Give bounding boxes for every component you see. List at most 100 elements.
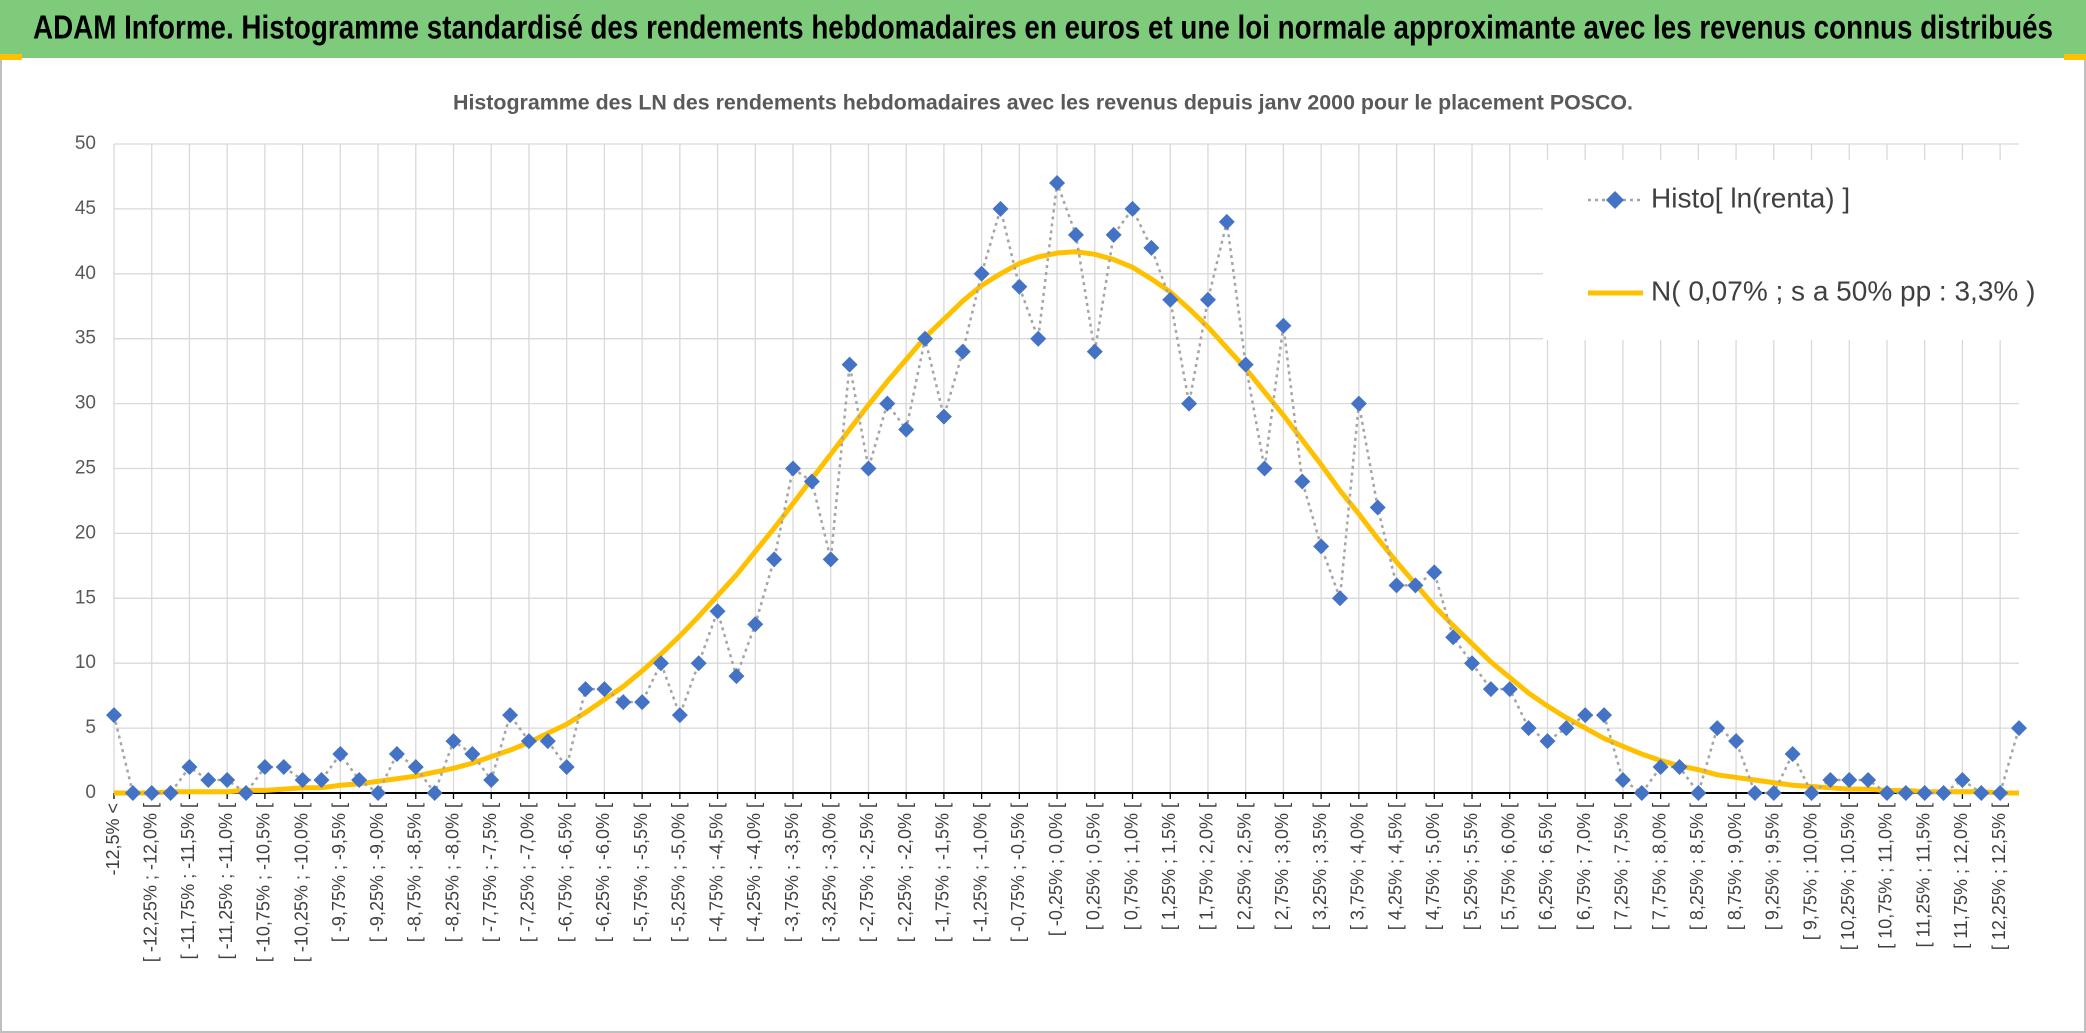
title-banner (0, 0, 2086, 58)
data-point (181, 759, 198, 776)
data-point (313, 772, 330, 789)
data-point (992, 200, 1009, 217)
x-tick-label: [ 6,25% ; 6,5% [ (1536, 803, 1556, 930)
data-point (785, 460, 802, 477)
data-point (709, 603, 726, 620)
data-point (143, 785, 160, 801)
data-point (1049, 174, 1066, 191)
x-tick-label: [ -6,75% ; -6,5% [ (555, 803, 575, 942)
legend-label: N( 0,07% ; s a 50% pp : 3,3% ) (1651, 275, 2035, 306)
data-point (879, 395, 896, 412)
y-tick-label: 35 (75, 328, 96, 349)
x-tick-label: [ -4,75% ; -4,5% [ (706, 803, 726, 942)
x-tick-label: [ 9,25% ; 9,5% [ (1763, 803, 1783, 930)
corner (2064, 54, 2086, 60)
x-tick-label: [ 7,25% ; 7,5% [ (1612, 803, 1632, 930)
data-point (445, 733, 462, 750)
data-point (898, 421, 915, 438)
chart-title: Histogramme des LN des rendements hebdom… (453, 92, 1633, 115)
data-point (577, 681, 594, 698)
data-point (1030, 330, 1047, 347)
data-point (370, 785, 387, 801)
data-point (332, 746, 349, 763)
data-point (1520, 720, 1537, 737)
x-tick-label: [ 11,25% ; 11,5% [ (1913, 803, 1933, 947)
data-point (1162, 291, 1179, 308)
data-point (690, 655, 707, 672)
data-point (1897, 785, 1914, 801)
data-point (1086, 343, 1103, 360)
legend-label: Histo[ ln(renta) ] (1651, 182, 1850, 213)
data-point (1199, 291, 1216, 308)
x-tick-label: [ -4,25% ; -4,0% [ (744, 803, 764, 942)
x-tick-label: [ 10,25% ; 10,5% [ (1838, 803, 1858, 950)
y-tick-label: 50 (75, 133, 96, 154)
y-tick-label: 45 (75, 198, 96, 219)
y-tick-label: 20 (75, 522, 96, 543)
y-tick-label: 10 (75, 652, 96, 673)
data-point (407, 759, 424, 776)
x-tick-label: [ 10,75% ; 11,0% [ (1876, 803, 1896, 949)
data-point (483, 772, 500, 789)
series-line (114, 249, 2019, 796)
data-point (1539, 733, 1556, 750)
x-tick-label: [ -6,25% ; -6,0% [ (593, 803, 613, 942)
data-point (539, 733, 556, 750)
data-point (1728, 733, 1745, 750)
data-point (275, 759, 292, 776)
x-tick-label: [ -7,75% ; -7,5% [ (480, 803, 500, 942)
data-point (1181, 395, 1198, 412)
page-title: ADAM Informe. Histogramme standardisé de… (33, 9, 2053, 46)
data-point (954, 343, 971, 360)
data-point (464, 746, 481, 763)
plot (106, 174, 2027, 801)
y-tick-label: 5 (85, 717, 96, 738)
x-tick-label: [ 8,25% ; 8,5% [ (1687, 803, 1707, 930)
data-point (1577, 707, 1594, 724)
x-tick-label: [ -0,25% ; 0,0% [ (1046, 803, 1066, 936)
data-point (1596, 707, 1613, 724)
x-tick-label: [ -9,25% ; -9,0% [ (367, 803, 387, 942)
data-point (803, 473, 820, 490)
x-tick-label: [ 1,25% ; 1,5% [ (1159, 803, 1179, 930)
data-point (1784, 746, 1801, 763)
data-point (2011, 720, 2027, 737)
corner (0, 54, 22, 60)
x-tick-label: [ 6,75% ; 7,0% [ (1574, 803, 1594, 930)
data-point (1388, 577, 1405, 594)
data-point (1803, 785, 1820, 801)
data-point (634, 694, 651, 711)
data-point (1652, 759, 1669, 776)
data-point (351, 772, 368, 789)
data-point (1237, 356, 1254, 373)
data-point (1992, 785, 2009, 801)
y-tick-label: 30 (75, 393, 96, 414)
x-tick-label: [ -1,25% ; -1,0% [ (970, 803, 990, 942)
x-tick-label: [ -8,75% ; -8,5% [ (405, 803, 425, 942)
x-tick-label: [ 1,75% ; 2,0% [ (1197, 803, 1217, 930)
data-point (426, 785, 443, 801)
data-point (1973, 785, 1990, 801)
data-point (1765, 785, 1782, 801)
data-point (1294, 473, 1311, 490)
x-tick-label: [ 12,25% ; 12,5% [ (1989, 803, 2009, 950)
data-point (1614, 772, 1631, 789)
data-point (917, 330, 934, 347)
data-point (747, 616, 764, 633)
x-tick-label: [ 3,25% ; 3,5% [ (1310, 803, 1330, 930)
data-point (1709, 720, 1726, 737)
x-tick-label: [ -8,25% ; -8,0% [ (442, 803, 462, 942)
data-point (1878, 785, 1895, 801)
x-tick-label: [ 3,75% ; 4,0% [ (1348, 803, 1368, 930)
data-point (1426, 564, 1443, 581)
legend-box (1543, 160, 2019, 340)
data-point (1105, 226, 1122, 243)
data-point (502, 707, 519, 724)
x-tick-label: [ 2,25% ; 2,5% [ (1234, 803, 1254, 930)
data-point (973, 265, 990, 282)
data-point (1407, 577, 1424, 594)
data-point (1124, 200, 1141, 217)
x-tick-label: [ -1,75% ; -1,5% [ (933, 803, 953, 942)
y-tick-label: 15 (75, 587, 96, 608)
